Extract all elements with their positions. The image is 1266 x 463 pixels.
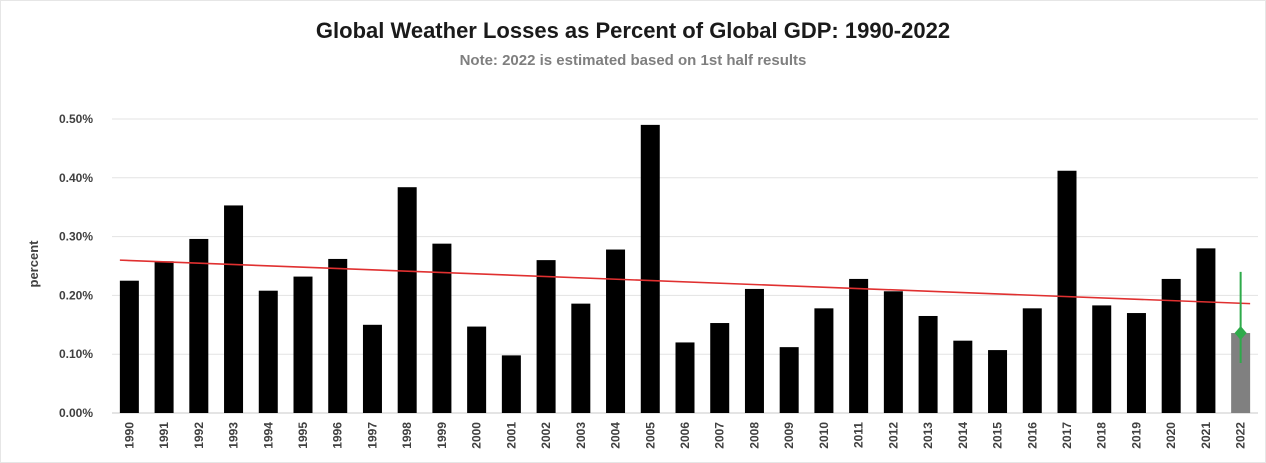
bar-2007 [710,323,730,413]
bar-2014 [953,340,973,413]
x-tick-label: 2007 [713,422,727,449]
bar-2003 [571,303,591,413]
x-tick-label: 1993 [227,422,241,449]
x-tick-label: 2018 [1095,422,1109,449]
x-tick-label: 2022 [1234,422,1248,449]
x-tick-label: 1994 [261,422,275,449]
y-tick-label: 0.50% [59,112,93,126]
y-tick-label: 0.40% [59,171,93,185]
bar-2004 [606,249,626,413]
y-axis-label: percent [26,240,41,288]
bar-2000 [467,326,487,413]
x-tick-label: 1999 [435,422,449,449]
x-tick-label: 2009 [782,422,796,449]
x-tick-label: 1990 [122,422,136,449]
x-tick-label: 1995 [296,422,310,449]
y-tick-label: 0.30% [59,230,93,244]
x-tick-label: 2008 [747,422,761,449]
bar-1992 [189,238,209,413]
x-tick-label: 2015 [991,422,1005,449]
bar-2016 [1022,308,1042,413]
x-tick-label: 2011 [852,422,866,448]
y-axis-ticks: 0.00% 0.10% 0.20% 0.30% 0.40% 0.50% [59,112,93,420]
x-tick-label: 1992 [192,422,206,449]
bar-1994 [258,290,278,413]
x-tick-label: 2020 [1164,422,1178,449]
bar-1991 [154,261,174,413]
bar-1993 [224,205,244,413]
error-bar-group [1234,271,1247,364]
bar-1995 [293,276,313,413]
x-tick-label: 2001 [504,422,518,449]
trendline-group [119,259,1251,305]
bar-2018 [1092,305,1112,413]
trendline [119,259,1251,305]
x-tick-label: 2021 [1199,422,1213,449]
x-tick-label: 2000 [470,422,484,449]
bar-2008 [744,288,764,413]
y-tick-label: 0.20% [59,288,93,302]
bar-2010 [814,308,834,413]
chart-title: Global Weather Losses as Percent of Glob… [315,18,951,43]
bar-1999 [432,243,452,413]
x-tick-label: 2006 [678,422,692,449]
bar-2020 [1161,278,1181,413]
bar-1998 [397,187,417,413]
x-tick-label: 1998 [400,422,414,449]
y-tick-label: 0.00% [59,406,93,420]
bar-2017 [1057,170,1077,413]
bar-2012 [883,291,903,413]
bar-1997 [362,324,382,413]
x-tick-label: 2002 [539,422,553,449]
x-axis-ticks: 1990 1991 1992 1993 1994 1995 1996 1997 1998 1999… [122,422,1247,449]
x-tick-label: 2004 [609,422,623,449]
error-bar-marker [1234,326,1247,341]
x-tick-label: 2012 [886,422,900,449]
x-tick-label: 2005 [643,422,657,449]
bar-2013 [918,315,938,413]
bar-2009 [779,347,799,413]
x-tick-label: 2016 [1025,422,1039,449]
x-tick-label: 2019 [1129,422,1143,449]
x-tick-label: 1991 [157,422,171,449]
bar-2001 [501,355,521,413]
bar-2005 [640,124,660,413]
bar-2015 [988,350,1008,413]
chart-subtitle: Note: 2022 is estimated based on 1st hal… [459,52,807,69]
bar-1996 [328,258,348,413]
x-tick-label: 2017 [1060,422,1074,449]
bar-1990 [119,280,139,413]
x-tick-label: 2014 [956,422,970,449]
x-tick-label: 2010 [817,422,831,449]
y-tick-label: 0.10% [59,347,93,361]
bar-2011 [849,278,869,413]
bar-2021 [1196,248,1216,413]
x-tick-label: 2003 [574,422,588,449]
bars [119,124,1251,413]
x-tick-label: 2013 [921,422,935,449]
bar-2006 [675,342,695,413]
x-tick-label: 1996 [331,422,345,449]
bar-2002 [536,260,556,413]
x-tick-label: 1997 [365,422,379,449]
bar-2022 [1231,333,1251,413]
bar-2019 [1126,313,1146,413]
